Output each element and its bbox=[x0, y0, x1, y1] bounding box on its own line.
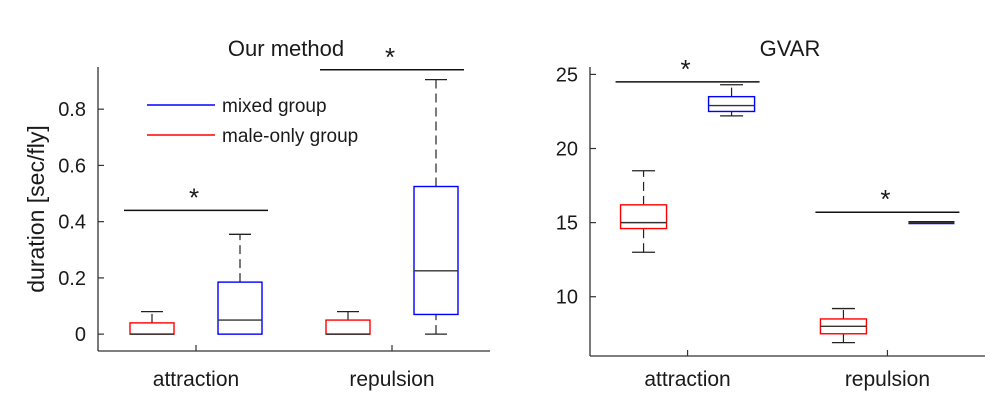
y-axis-label: duration [sec/fly] bbox=[23, 125, 49, 292]
y-tick-label: 0 bbox=[75, 324, 86, 346]
y-tick-label: 0.8 bbox=[58, 99, 86, 121]
box-mixed-repulsion bbox=[413, 79, 459, 335]
significance-star: * bbox=[681, 54, 691, 84]
box-mixed-attraction bbox=[217, 233, 263, 335]
box-male-only-attraction bbox=[129, 310, 175, 335]
y-tick-label: 20 bbox=[556, 139, 578, 161]
y-tick-label: 0.6 bbox=[58, 155, 86, 177]
legend-label-mixed: mixed group bbox=[222, 96, 327, 117]
panel-2 bbox=[589, 67, 985, 357]
panel-1 bbox=[97, 67, 490, 352]
y-tick-label: 0.4 bbox=[58, 212, 86, 234]
box-male-only-repulsion bbox=[325, 310, 371, 335]
significance-star: * bbox=[189, 182, 199, 212]
box-rect bbox=[325, 319, 371, 335]
box-rect bbox=[129, 322, 175, 335]
box-rect bbox=[619, 204, 668, 230]
box-rect bbox=[413, 185, 459, 316]
y-tick-label: 15 bbox=[556, 213, 578, 235]
x-tick-label-attraction: attraction bbox=[153, 368, 239, 391]
chart-title: GVAR bbox=[760, 36, 821, 61]
box-rect bbox=[217, 281, 263, 335]
x-tick-label-repulsion: repulsion bbox=[349, 368, 434, 391]
box-rect bbox=[707, 95, 756, 113]
x-tick-label-attraction: attraction bbox=[644, 368, 730, 391]
y-tick-label: 25 bbox=[556, 64, 578, 86]
box-mixed-attraction bbox=[707, 84, 756, 117]
box-male-only-repulsion bbox=[819, 307, 868, 344]
y-tick-label: 10 bbox=[556, 287, 578, 309]
chart-title: Our method bbox=[228, 36, 344, 61]
y-tick-label: 0.2 bbox=[58, 268, 86, 290]
significance-star: * bbox=[880, 184, 890, 214]
significance-star: * bbox=[385, 42, 395, 72]
box-male-only-attraction bbox=[619, 170, 668, 253]
box-mixed-repulsion bbox=[908, 220, 955, 225]
legend-label-male-only: male-only group bbox=[222, 126, 358, 147]
x-tick-label-repulsion: repulsion bbox=[845, 368, 930, 391]
